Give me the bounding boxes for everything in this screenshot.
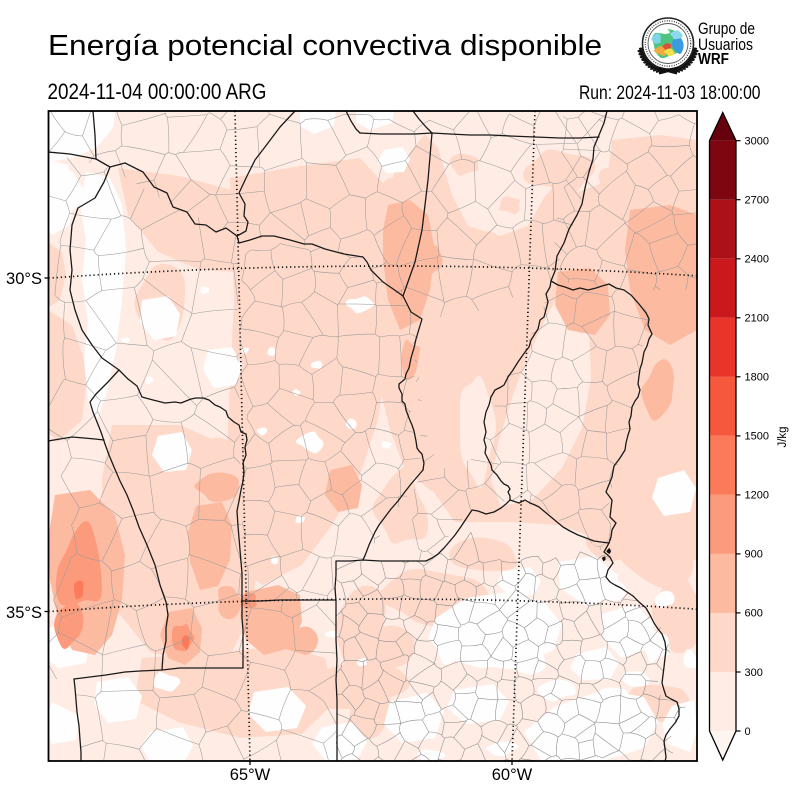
svg-text:0: 0 (745, 726, 751, 738)
svg-text:60°W: 60°W (492, 766, 533, 784)
svg-text:Energía potencial convectiva d: Energía potencial convectiva disponible (48, 30, 602, 62)
svg-text:30°S: 30°S (6, 270, 42, 288)
svg-text:2024-11-04 00:00:00 ARG: 2024-11-04 00:00:00 ARG (48, 79, 267, 104)
svg-text:2700: 2700 (745, 195, 769, 207)
svg-text:Usuarios: Usuarios (698, 36, 753, 54)
svg-text:2400: 2400 (745, 254, 769, 266)
svg-text:300: 300 (745, 667, 763, 679)
svg-text:J/kg: J/kg (777, 426, 789, 447)
svg-text:2100: 2100 (745, 313, 769, 325)
svg-text:65°W: 65°W (230, 766, 271, 784)
svg-text:Run: 2024-11-03 18:00:00: Run: 2024-11-03 18:00:00 (579, 83, 761, 104)
svg-text:1200: 1200 (745, 490, 769, 502)
svg-text:35°S: 35°S (6, 604, 42, 622)
svg-text:3000: 3000 (745, 136, 769, 148)
svg-text:Grupo de: Grupo de (698, 20, 755, 38)
svg-text:900: 900 (745, 549, 763, 561)
svg-text:WRF: WRF (698, 51, 729, 68)
svg-text:1800: 1800 (745, 372, 769, 384)
svg-text:1500: 1500 (745, 431, 769, 443)
svg-text:600: 600 (745, 608, 763, 620)
